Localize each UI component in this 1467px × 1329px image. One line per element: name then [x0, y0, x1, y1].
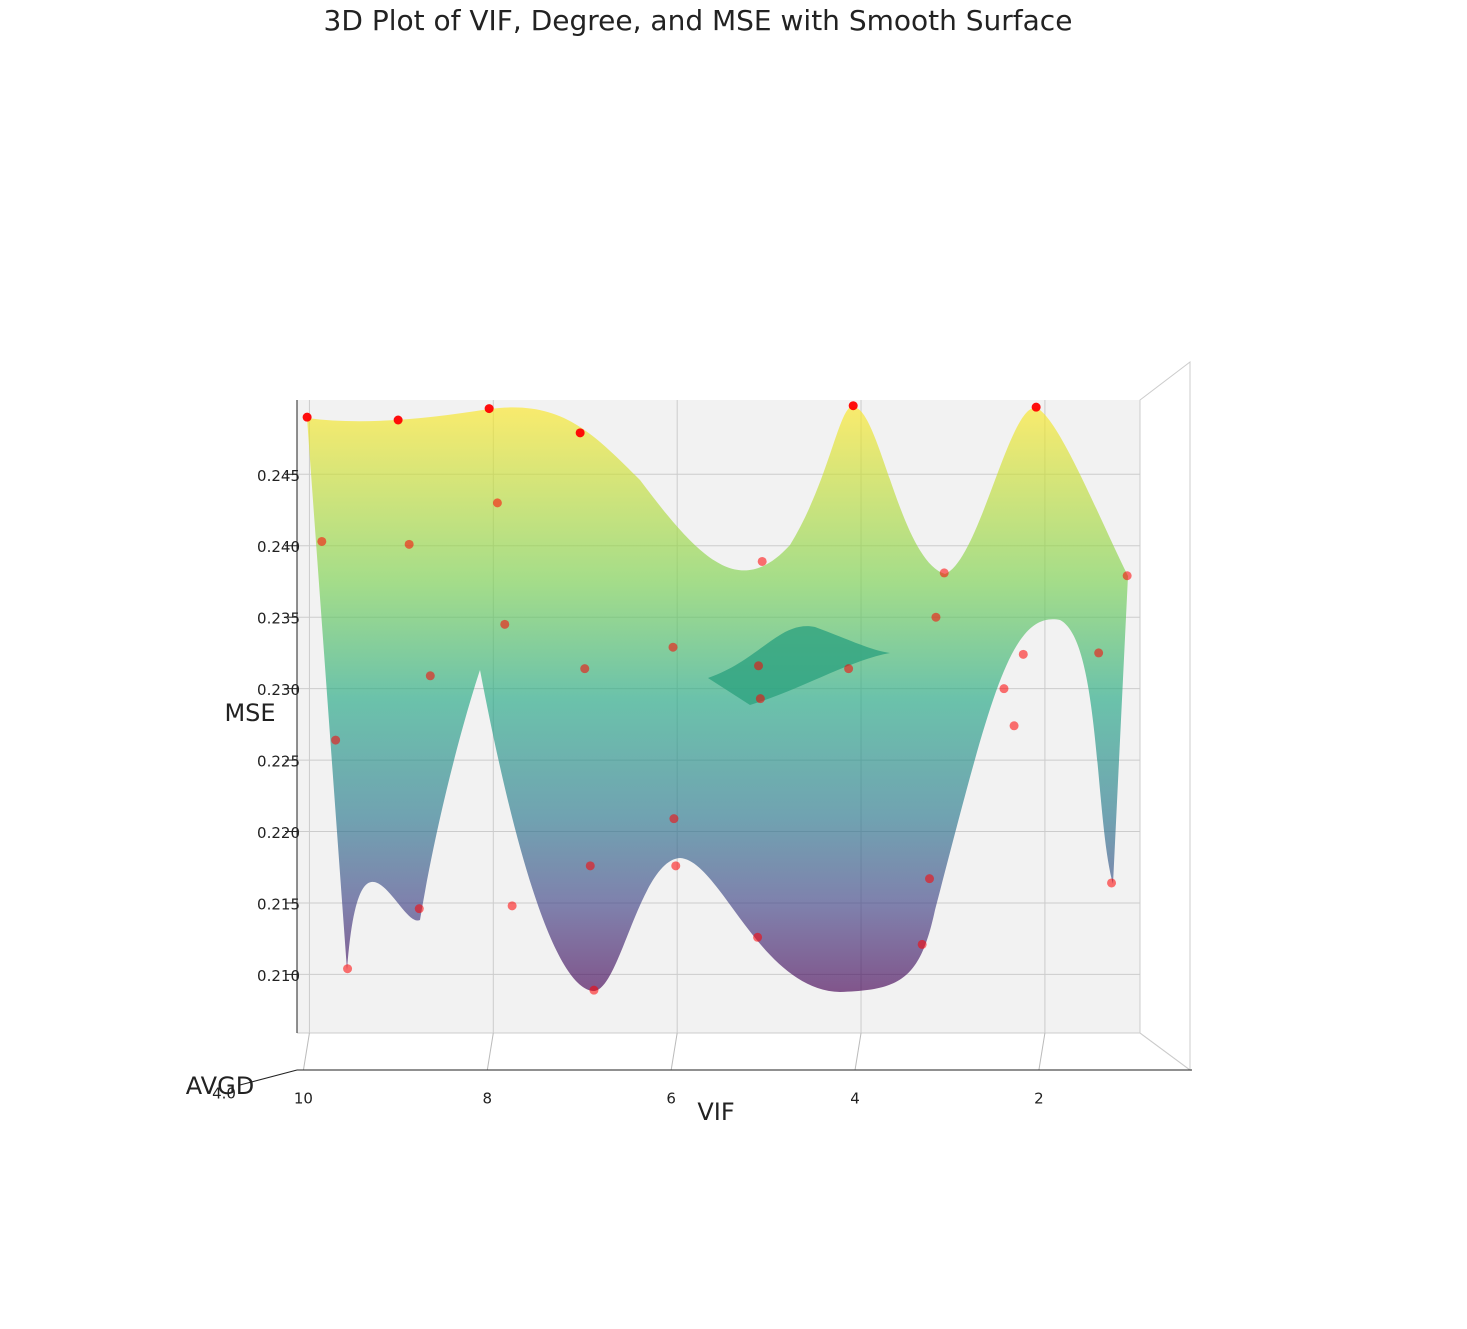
y-tick-label: 0.235 — [257, 610, 300, 628]
point — [931, 612, 941, 622]
x-tick — [486, 1032, 494, 1071]
point — [1018, 649, 1028, 659]
z-axis-label: AVGD — [186, 1072, 254, 1100]
x-axis-label: VIF — [697, 1098, 734, 1126]
point — [999, 684, 1009, 694]
point — [425, 671, 435, 681]
y-tick-label: 0.245 — [257, 467, 300, 485]
x-tick-label: 6 — [666, 1090, 676, 1108]
y-tick-label: 0.230 — [257, 681, 300, 699]
point — [1122, 571, 1132, 581]
point — [754, 661, 764, 671]
y-tick-label: 0.210 — [257, 967, 300, 985]
marks — [302, 401, 1132, 995]
point — [404, 539, 414, 549]
point — [925, 874, 935, 884]
point — [1094, 648, 1104, 658]
point — [484, 404, 494, 414]
point — [589, 985, 599, 995]
y-tick-label: 0.225 — [257, 753, 300, 771]
point — [671, 861, 681, 871]
y-tick-label: 0.240 — [257, 538, 300, 556]
point — [414, 904, 424, 914]
point — [917, 939, 927, 949]
z-tick — [239, 1069, 298, 1086]
point — [492, 498, 502, 508]
x-tick — [1038, 1032, 1046, 1071]
point — [302, 412, 312, 422]
axes — [296, 400, 1192, 1071]
surface — [307, 406, 1128, 992]
point — [844, 664, 854, 674]
point — [757, 556, 767, 566]
y-axis-label: MSE — [224, 699, 275, 727]
point — [753, 932, 763, 942]
point — [343, 964, 353, 974]
point — [500, 619, 510, 629]
point — [848, 401, 858, 411]
point — [331, 735, 341, 745]
surface-fold — [708, 626, 890, 705]
chart-title: 3D Plot of VIF, Degree, and MSE with Smo… — [324, 4, 1073, 37]
y-tick-label: 0.220 — [257, 824, 300, 842]
x-tick-label: 10 — [294, 1090, 313, 1108]
point — [580, 664, 590, 674]
point — [1031, 402, 1041, 412]
point — [575, 428, 585, 438]
point — [668, 642, 678, 652]
z-tick-label: 4.0 — [212, 1085, 236, 1103]
x-tick — [670, 1032, 678, 1071]
point — [1107, 878, 1117, 888]
y-tick-label: 0.215 — [257, 895, 300, 913]
x-tick-label: 8 — [483, 1090, 493, 1108]
point — [317, 536, 327, 546]
x-tick-label: 2 — [1034, 1090, 1044, 1108]
point — [669, 814, 679, 824]
x-tick — [302, 1032, 310, 1071]
point — [507, 901, 517, 911]
point — [755, 694, 765, 704]
point — [939, 568, 949, 578]
point — [585, 861, 595, 871]
x-tick — [854, 1032, 862, 1071]
point — [1009, 721, 1019, 731]
point — [393, 415, 403, 425]
x-tick-label: 4 — [850, 1090, 860, 1108]
